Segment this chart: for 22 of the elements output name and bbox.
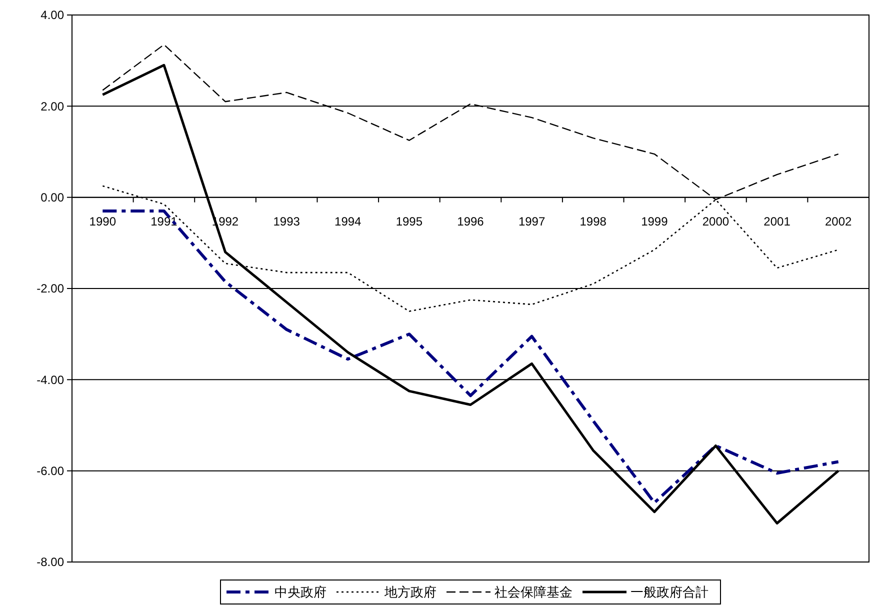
x-tick-label: 1999: [641, 214, 668, 228]
x-tick-label: 2002: [824, 214, 852, 228]
legend-label: 一般政府合計: [630, 584, 708, 600]
x-tick-label: 1998: [580, 214, 607, 228]
y-tick-label: -6.00: [36, 464, 64, 478]
x-tick-label: 1990: [89, 214, 116, 228]
x-tick-label: 1995: [396, 214, 423, 228]
y-tick-label: -4.00: [36, 372, 64, 387]
y-tick-label: -8.00: [36, 555, 64, 570]
x-tick-label: 1993: [273, 214, 300, 228]
y-tick-label: -2.00: [36, 282, 64, 296]
x-tick-label: 2000: [702, 214, 730, 228]
x-tick-label: 1996: [457, 214, 484, 228]
legend-label: 中央政府: [274, 584, 326, 600]
legend-label: 社会保障基金: [494, 584, 572, 600]
y-tick-label: 0.00: [40, 190, 64, 205]
x-tick-label: 2001: [764, 214, 791, 228]
x-tick-label: 1997: [518, 214, 546, 228]
y-tick-label: 4.00: [40, 8, 64, 22]
x-tick-label: 1994: [334, 214, 362, 228]
legend-label: 地方政府: [384, 584, 436, 600]
y-tick-label: 2.00: [40, 99, 64, 114]
